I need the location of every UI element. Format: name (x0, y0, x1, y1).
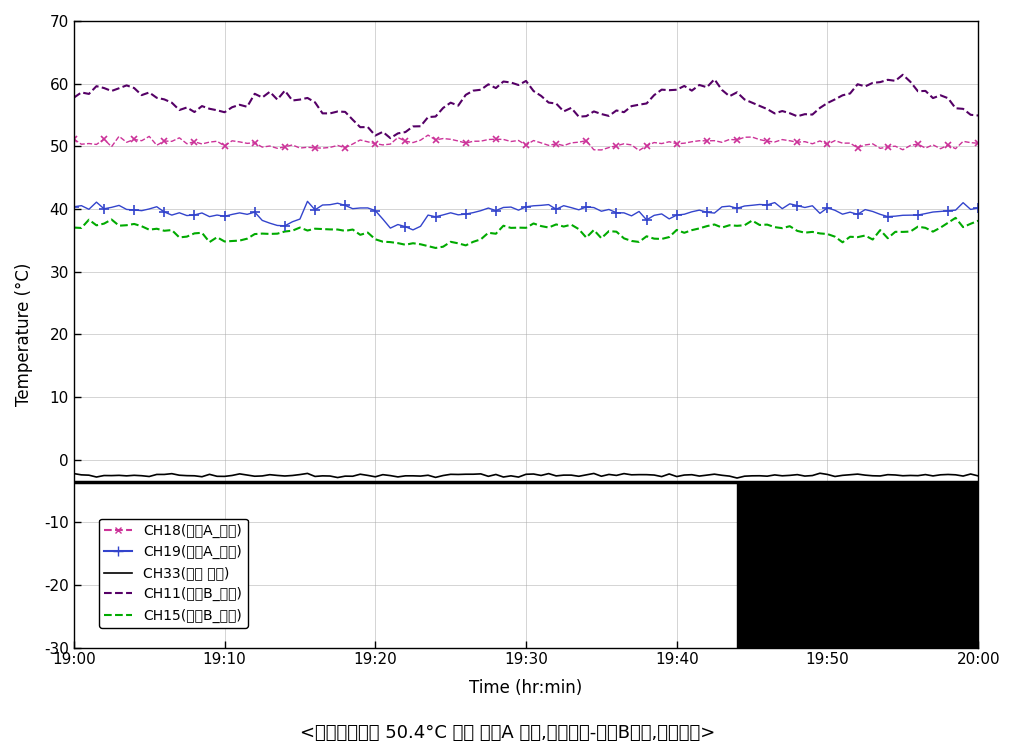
CH15(온실B_환수) (972, 216, 985, 225)
CH33(실외 온도) (678, 470, 690, 479)
CH18(온실A_공급) (460, 139, 472, 148)
CH19(온실A_환수) (648, 211, 660, 220)
CH19(온실A_환수) (927, 207, 939, 216)
CH33(실외 온도) (158, 470, 171, 479)
CH15(온실B_환수) (279, 227, 291, 236)
CH15(온실B_환수) (686, 225, 698, 234)
CH18(온실A_공급) (648, 138, 660, 147)
CH15(온실B_환수) (460, 241, 472, 250)
CH15(온실B_환수) (920, 223, 932, 232)
CH33(실외 온도) (814, 469, 826, 478)
CH11(온실B_공급) (972, 111, 985, 120)
CH18(온실A_공급) (633, 146, 646, 155)
CH11(온실B_공급) (279, 86, 291, 95)
CH11(온실B_공급) (385, 133, 397, 142)
CH19(온실A_환수) (467, 208, 479, 217)
CH11(온실B_공급) (68, 93, 80, 102)
CH33(실외 온도) (452, 470, 464, 479)
CH15(온실B_환수) (68, 223, 80, 232)
CH18(온실A_공급) (693, 136, 705, 145)
CH11(온실B_공급) (686, 86, 698, 95)
CH19(온실A_환수) (972, 204, 985, 213)
Text: 실증사이트 실험조건: 실증사이트 실험조건 (752, 491, 848, 509)
CH18(온실A_공급) (158, 136, 171, 145)
Legend: CH18(온실A_공급), CH19(온실A_환수), CH33(실외 온도), CH11(온실B_공급), CH15(온실B_환수): CH18(온실A_공급), CH19(온실A_환수), CH33(실외 온도),… (98, 518, 248, 628)
CH18(온실A_공급) (972, 139, 985, 148)
CH11(온실B_공급) (927, 94, 939, 103)
CH33(실외 온도) (731, 473, 743, 482)
CH18(온실A_공급) (927, 140, 939, 149)
CH15(온실B_환수) (640, 231, 653, 240)
Text: 팸코일:ALL ON: 팸코일:ALL ON (752, 579, 832, 592)
CH18(온실A_공급) (422, 130, 434, 139)
Line: CH33(실외 온도): CH33(실외 온도) (74, 473, 978, 478)
CH33(실외 온도) (279, 472, 291, 481)
CH11(온실B_공급) (896, 70, 908, 79)
CH33(실외 온도) (68, 469, 80, 478)
CH19(온실A_환수) (301, 197, 314, 206)
Text: 펨프유량:80LPM: 펨프유량:80LPM (752, 557, 836, 571)
CH15(온실B_환수) (949, 213, 961, 222)
X-axis label: Time (hr:min): Time (hr:min) (469, 679, 583, 697)
CH19(온실A_환수) (68, 202, 80, 211)
CH11(온실B_공급) (640, 99, 653, 108)
CH18(온실A_공급) (279, 142, 291, 151)
Polygon shape (737, 482, 978, 648)
Line: CH18(온실A_공급): CH18(온실A_공급) (74, 135, 978, 151)
CH19(온실A_환수) (407, 225, 419, 234)
CH11(온실B_공급) (158, 95, 171, 104)
Text: <온수공급온도 50.4°C 일때 온실A 공급,환수온도-온실B공급,환수온도>: <온수공급온도 50.4°C 일때 온실A 공급,환수온도-온실B공급,환수온도… (299, 724, 716, 742)
Text: 축열조평균온도:50.4°C: 축열조평균온도:50.4°C (752, 513, 863, 527)
CH11(온실B_공급) (460, 91, 472, 100)
Line: CH15(온실B_환수): CH15(온실B_환수) (74, 218, 978, 248)
Text: 실내온도:22°C: 실내온도:22°C (752, 535, 824, 549)
CH19(온실A_환수) (693, 206, 705, 215)
CH33(실외 온도) (927, 471, 939, 480)
Y-axis label: Temperature (°C): Temperature (°C) (15, 263, 33, 406)
CH33(실외 온도) (972, 471, 985, 480)
CH15(온실B_환수) (158, 226, 171, 235)
CH19(온실A_환수) (158, 207, 171, 216)
CH19(온실A_환수) (279, 221, 291, 230)
CH18(온실A_공급) (68, 135, 80, 144)
CH33(실외 온도) (633, 470, 646, 479)
Line: CH11(온실B_공급): CH11(온실B_공급) (74, 75, 978, 138)
Line: CH19(온실A_환수): CH19(온실A_환수) (74, 201, 978, 230)
CH15(온실B_환수) (429, 243, 442, 252)
